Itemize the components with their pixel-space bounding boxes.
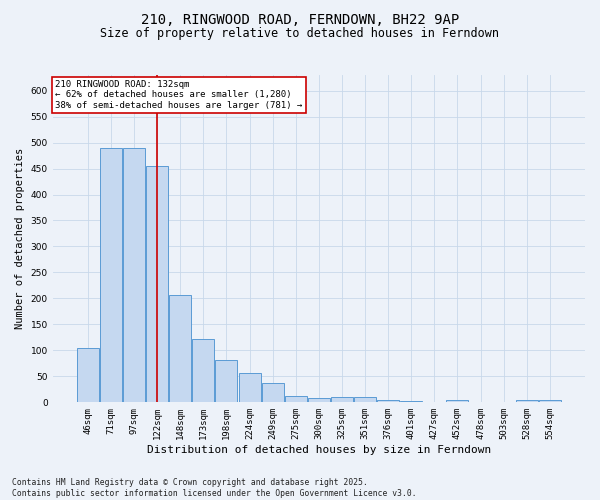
Bar <box>123 148 145 402</box>
Text: Size of property relative to detached houses in Ferndown: Size of property relative to detached ho… <box>101 28 499 40</box>
Text: Contains HM Land Registry data © Crown copyright and database right 2025.
Contai: Contains HM Land Registry data © Crown c… <box>12 478 416 498</box>
Bar <box>262 382 284 402</box>
Bar <box>146 166 168 402</box>
X-axis label: Distribution of detached houses by size in Ferndown: Distribution of detached houses by size … <box>147 445 491 455</box>
Bar <box>308 398 330 402</box>
Bar <box>285 396 307 402</box>
Bar <box>539 400 561 402</box>
Bar <box>239 372 260 402</box>
Bar <box>354 397 376 402</box>
Bar <box>193 339 214 402</box>
Bar <box>215 360 238 403</box>
Text: 210 RINGWOOD ROAD: 132sqm
← 62% of detached houses are smaller (1,280)
38% of se: 210 RINGWOOD ROAD: 132sqm ← 62% of detac… <box>55 80 302 110</box>
Bar <box>77 348 99 403</box>
Bar <box>516 400 538 402</box>
Bar <box>446 400 469 402</box>
Bar <box>400 401 422 402</box>
Text: 210, RINGWOOD ROAD, FERNDOWN, BH22 9AP: 210, RINGWOOD ROAD, FERNDOWN, BH22 9AP <box>141 12 459 26</box>
Bar <box>331 397 353 402</box>
Bar <box>377 400 399 402</box>
Bar <box>169 295 191 403</box>
Bar <box>100 148 122 402</box>
Y-axis label: Number of detached properties: Number of detached properties <box>15 148 25 330</box>
